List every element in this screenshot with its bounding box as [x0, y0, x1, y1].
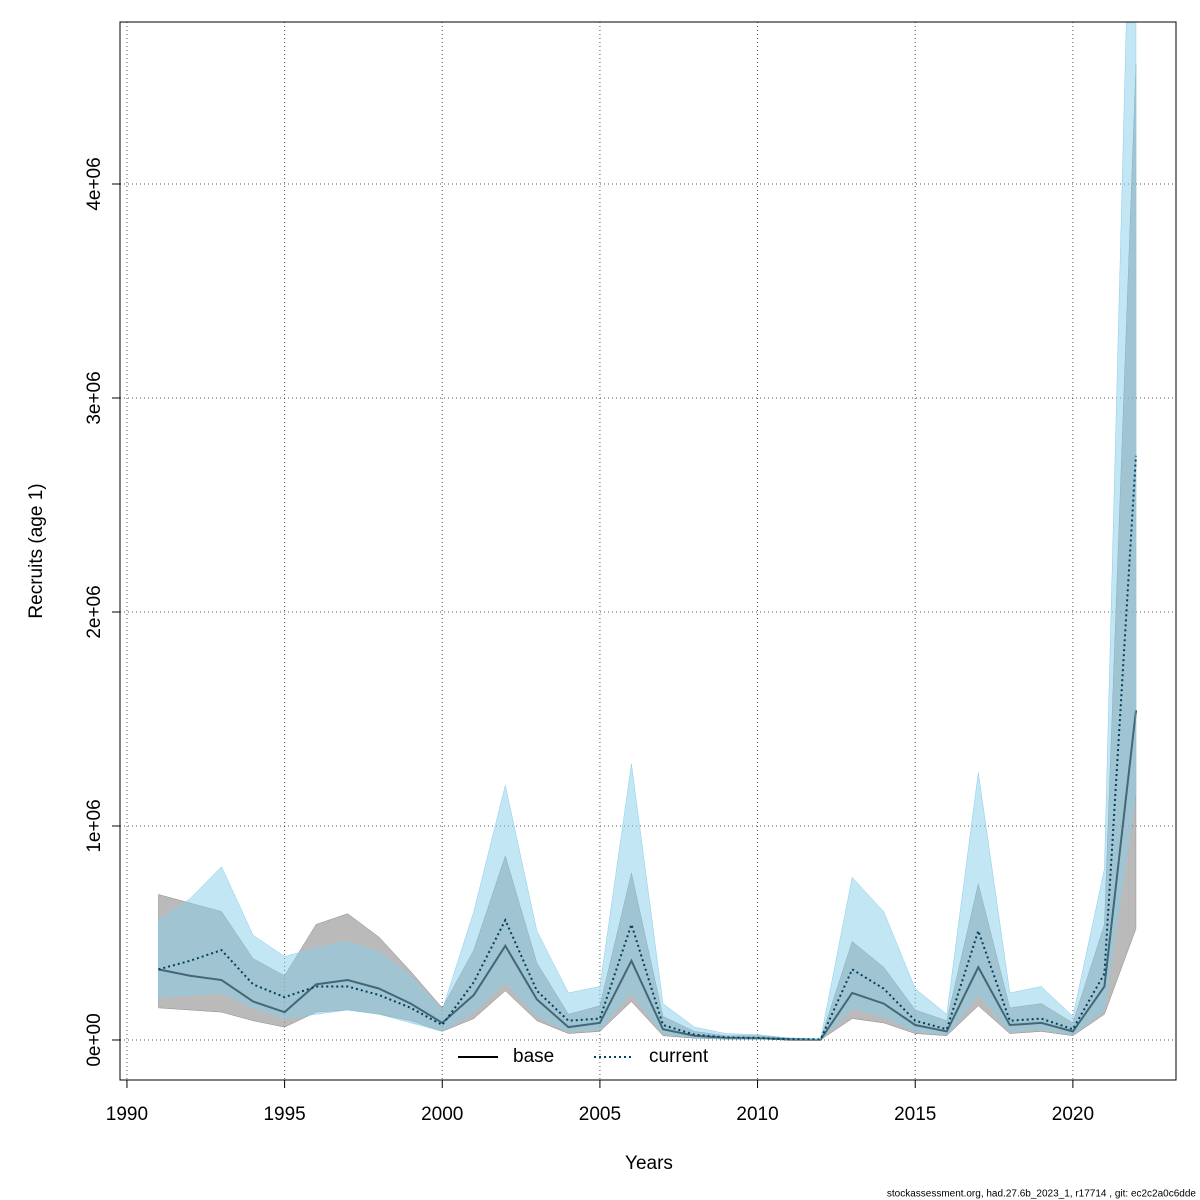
x-tick-label: 2020 — [1052, 1104, 1094, 1125]
x-tick-label: 2010 — [736, 1104, 778, 1125]
y-axis-title: Recruits (age 1) — [26, 483, 47, 618]
y-tick-label: 2e+06 — [84, 585, 105, 638]
y-tick-label: 0e+00 — [84, 1013, 105, 1066]
x-tick-label: 2015 — [894, 1104, 936, 1125]
x-tick-label: 2005 — [579, 1104, 621, 1125]
x-tick-label: 1990 — [106, 1104, 148, 1125]
x-tick-label: 1995 — [263, 1104, 305, 1125]
plot-area — [158, 22, 1137, 1041]
x-axis-title: Years — [625, 1153, 673, 1174]
line — [158, 455, 1137, 1041]
footer: stockassessment.org, had.27.6b_2023_1, r… — [887, 1189, 1197, 1200]
y-tick-label: 1e+06 — [84, 799, 105, 852]
y-tick-label: 4e+06 — [84, 157, 105, 210]
x-tick-label: 2000 — [421, 1104, 463, 1125]
y-tick-label: 3e+06 — [84, 371, 105, 424]
legend-label: base — [513, 1046, 554, 1067]
confidence-band — [158, 22, 1137, 1041]
legend-label: current — [649, 1046, 709, 1067]
plot-frame — [119, 21, 1177, 1081]
